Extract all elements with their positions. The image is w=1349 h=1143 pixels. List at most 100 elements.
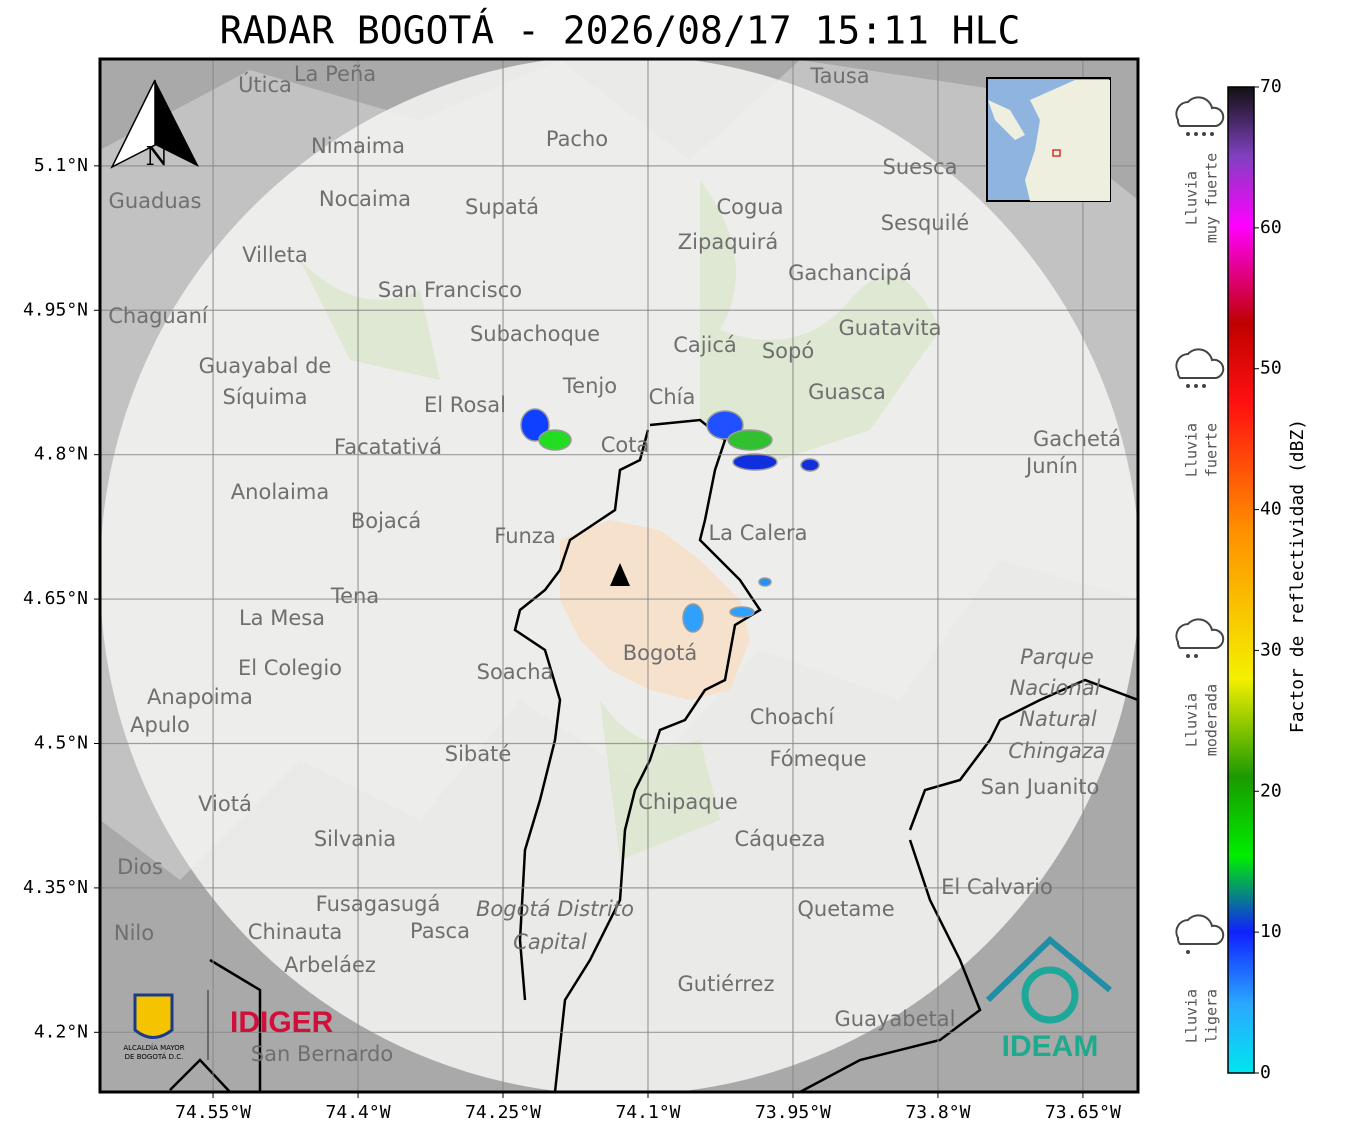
rain-drop bbox=[1186, 654, 1190, 658]
echo bbox=[727, 429, 773, 451]
ideam-roof bbox=[985, 935, 1112, 1003]
place-label: Cáqueza bbox=[735, 827, 826, 851]
rain-drop bbox=[1194, 132, 1198, 136]
vegetation bbox=[300, 180, 940, 860]
place-label: La Mesa bbox=[239, 606, 325, 630]
urban-area bbox=[560, 520, 750, 700]
place-label: Guaduas bbox=[109, 189, 202, 213]
legend-label: moderada bbox=[1203, 684, 1221, 756]
place-label: El Rosal bbox=[424, 393, 506, 417]
ideam-swirl bbox=[1021, 966, 1079, 1024]
y-tick-label: 4.2°N bbox=[34, 1021, 88, 1042]
place-label: Nimaima bbox=[311, 134, 405, 158]
legend-label: Lluvia bbox=[1183, 423, 1201, 477]
place-label: Sesquilé bbox=[881, 211, 969, 235]
place-label: Funza bbox=[494, 524, 555, 548]
legend-label: Lluvia bbox=[1183, 989, 1201, 1043]
colorbar-tick-label: 50 bbox=[1260, 358, 1282, 379]
y-tick-label: 4.95°N bbox=[23, 299, 88, 320]
echo bbox=[729, 606, 755, 618]
x-tick-label: 74.4°W bbox=[326, 1102, 391, 1123]
legend-label: muy fuerte bbox=[1203, 153, 1221, 243]
place-label: Supatá bbox=[465, 195, 539, 219]
place-label: Subachoque bbox=[470, 322, 600, 346]
place-label: Guasca bbox=[808, 380, 886, 404]
ideam-text: IDEAM bbox=[1002, 1030, 1099, 1063]
place-label: Tena bbox=[330, 584, 379, 608]
place-label: Soacha bbox=[477, 660, 554, 684]
echo bbox=[758, 577, 772, 587]
place-label: Quetame bbox=[797, 897, 894, 921]
place-label: Choachí bbox=[750, 705, 836, 729]
alcaldia-text: DE BOGOTÁ D.C. bbox=[125, 1052, 184, 1061]
echo bbox=[520, 408, 550, 442]
grid bbox=[100, 59, 1138, 1092]
rain-drop bbox=[1202, 384, 1206, 388]
place-label: Sopó bbox=[762, 339, 814, 363]
colorbar bbox=[1227, 86, 1255, 1074]
weather-icon bbox=[1175, 96, 1225, 127]
place-label: Chía bbox=[649, 385, 696, 409]
place-label: Útica bbox=[238, 72, 292, 97]
rain-drop bbox=[1202, 132, 1206, 136]
x-tick-label: 74.55°W bbox=[175, 1102, 251, 1123]
x-tick-label: 73.65°W bbox=[1045, 1102, 1121, 1123]
ideam-logo: IDEAM bbox=[985, 935, 1112, 1063]
place-label: Guayabetal bbox=[835, 1007, 956, 1031]
legend-label: fuerte bbox=[1203, 423, 1221, 477]
inset-map bbox=[986, 77, 1111, 202]
colorbar-label: Factor de reflectividad (dBZ) bbox=[1287, 419, 1308, 733]
rain-drop bbox=[1194, 654, 1198, 658]
place-label: Junín bbox=[1024, 454, 1078, 478]
echo bbox=[800, 458, 820, 472]
radar-site bbox=[610, 563, 630, 586]
place-label: Fómeque bbox=[769, 747, 866, 771]
legend-label: Lluvia bbox=[1183, 171, 1201, 225]
place-label: Capital bbox=[513, 930, 587, 954]
place-label: Villeta bbox=[242, 243, 307, 267]
colorbar-tick-label: 0 bbox=[1260, 1062, 1271, 1083]
place-label: Tausa bbox=[809, 64, 869, 88]
y-tick-label: 5.1°N bbox=[34, 155, 88, 176]
rain-drop bbox=[1186, 950, 1190, 954]
place-label: Gutiérrez bbox=[678, 972, 775, 996]
place-label: Bogotá bbox=[623, 641, 698, 665]
legend-label: ligera bbox=[1203, 989, 1221, 1043]
map-frame bbox=[98, 57, 1140, 1094]
weather-icon bbox=[1175, 348, 1225, 379]
legend-label: Lluvia bbox=[1183, 693, 1201, 747]
x-tick-label: 74.1°W bbox=[615, 1102, 680, 1123]
place-label: San Juanito bbox=[981, 775, 1100, 799]
colorbar-tick-label: 70 bbox=[1260, 76, 1282, 97]
idiger-logo: IDIGER bbox=[230, 1006, 334, 1039]
place-label: La Calera bbox=[708, 521, 807, 545]
y-tick-label: 4.8°N bbox=[34, 444, 88, 465]
colorbar-tick-label: 30 bbox=[1260, 639, 1282, 660]
radar-echoes bbox=[520, 408, 820, 633]
place-label: Natural bbox=[1019, 707, 1097, 731]
place-label: San Francisco bbox=[378, 278, 522, 302]
echo bbox=[706, 410, 744, 440]
place-label: Bojacá bbox=[351, 509, 421, 533]
y-tick-label: 4.35°N bbox=[23, 877, 88, 898]
place-label: Silvania bbox=[314, 827, 396, 851]
place-label: San Bernardo bbox=[251, 1042, 393, 1066]
place-label: Bogotá Distrito bbox=[476, 897, 634, 921]
place-label: Pasca bbox=[410, 919, 470, 943]
colorbar-tick-label: 10 bbox=[1260, 921, 1282, 942]
compass-label: N bbox=[146, 142, 169, 172]
rain-drop bbox=[1210, 132, 1214, 136]
alcaldia-text: ALCALDÍA MAYOR bbox=[123, 1043, 184, 1052]
place-label: Parque bbox=[1020, 645, 1094, 669]
place-label: Suesca bbox=[883, 155, 958, 179]
x-tick-label: 73.95°W bbox=[755, 1102, 831, 1123]
x-tick-label: 73.8°W bbox=[905, 1102, 970, 1123]
place-label: Cota bbox=[601, 433, 650, 457]
place-label: Fusagasugá bbox=[316, 892, 441, 916]
rain-drop bbox=[1194, 384, 1198, 388]
place-label: Sibaté bbox=[445, 742, 512, 766]
place-label: Gachetá bbox=[1033, 427, 1121, 451]
